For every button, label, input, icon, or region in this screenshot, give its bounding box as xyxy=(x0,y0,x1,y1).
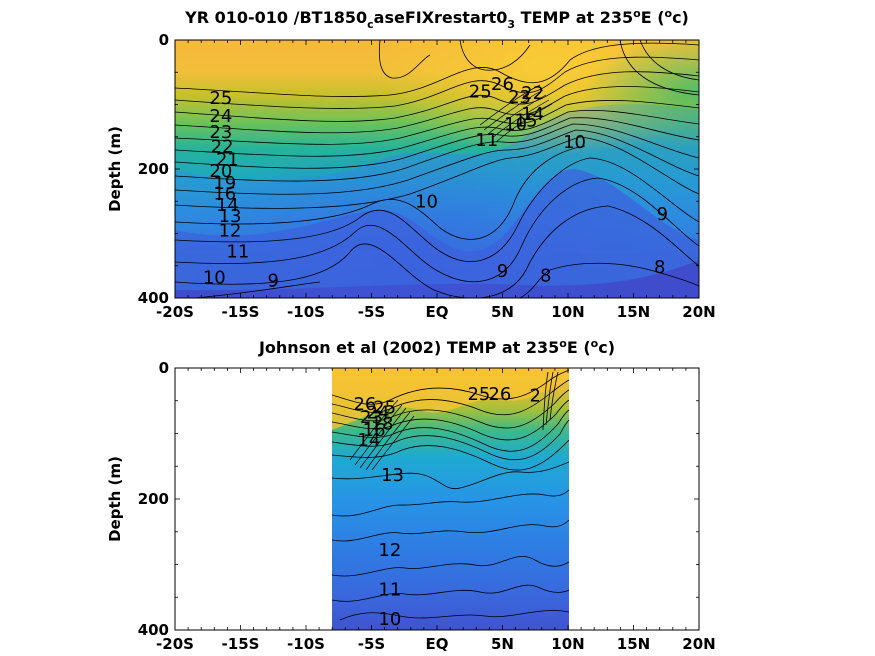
contour-label: 24 xyxy=(209,106,232,127)
contour-label: 22 xyxy=(521,83,544,104)
contour-label: 24 xyxy=(367,403,390,424)
contour-label: 26 xyxy=(353,394,376,415)
x-tick-label: 15N xyxy=(617,635,650,653)
y-tick-label: 400 xyxy=(138,289,169,307)
x-tick-label: EQ xyxy=(426,303,449,321)
contour-label: 22 xyxy=(211,136,234,157)
y-tick-label: 0 xyxy=(159,31,169,49)
contour-label: 25 xyxy=(467,384,490,405)
contour-label: 10 xyxy=(504,114,527,135)
contour-label: 16 xyxy=(363,420,386,441)
contour-label: 9 xyxy=(268,271,279,292)
panel-2-contour-lines xyxy=(332,369,569,621)
contour-label: 12 xyxy=(219,220,242,241)
contour-label: 13 xyxy=(219,206,242,227)
contour-label: 8 xyxy=(540,265,551,286)
contour-label: 23 xyxy=(508,87,531,108)
panel-1-contour-lines xyxy=(175,42,699,298)
contour-label: 23 xyxy=(209,122,232,143)
panel-2-y-ticks: 0 200 400 xyxy=(138,359,699,639)
panel-1-field xyxy=(175,40,699,298)
x-tick-label: -5S xyxy=(358,635,385,653)
x-tick-label: 5N xyxy=(491,303,514,321)
contour-label: 11 xyxy=(378,579,401,600)
panel-2-field xyxy=(332,368,569,630)
contour-label: 21 xyxy=(216,149,239,170)
y-tick-label: 400 xyxy=(138,621,169,639)
panel-1-y-ticks: 0 200 400 xyxy=(138,31,699,307)
contour-label: 10 xyxy=(378,609,401,630)
y-tick-label: 200 xyxy=(138,490,169,508)
panel-2: Johnson et al (2002) TEMP at 235oE (oc) xyxy=(106,337,716,653)
panel-1: YR 010-010 /BT1850caseFIXrestart03 TEMP … xyxy=(106,7,716,321)
x-tick-label: 20N xyxy=(682,303,715,321)
contour-label: 23 xyxy=(360,407,383,428)
x-tick-label: 10N xyxy=(551,635,584,653)
contour-label: 15 xyxy=(515,111,538,132)
contour-label: 12 xyxy=(378,540,401,561)
contour-label: 18 xyxy=(371,414,394,435)
x-tick-label: 20N xyxy=(682,635,715,653)
panel-2-title: Johnson et al (2002) TEMP at 235oE (oc) xyxy=(258,337,615,357)
x-tick-label: -10S xyxy=(287,303,325,321)
contour-label: 19 xyxy=(213,173,236,194)
x-tick-label: -15S xyxy=(222,635,260,653)
contour-label: 25 xyxy=(373,397,396,418)
contour-label: 9 xyxy=(497,261,508,282)
x-tick-label: -20S xyxy=(156,303,194,321)
contour-label: 9 xyxy=(657,204,668,225)
y-tick-label: 0 xyxy=(159,359,169,377)
panel-2-y-label: Depth (m) xyxy=(106,456,124,542)
x-tick-label: -5S xyxy=(358,303,385,321)
contour-label: 11 xyxy=(475,130,498,151)
contour-label: 14 xyxy=(216,195,239,216)
y-tick-label: 200 xyxy=(138,160,169,178)
contour-label: 8 xyxy=(654,257,665,278)
contour-label: 26 xyxy=(488,384,511,405)
panel-1-title: YR 010-010 /BT1850caseFIXrestart03 TEMP … xyxy=(184,7,689,31)
contour-label: 10 xyxy=(415,191,438,212)
contour-label: 25 xyxy=(469,82,492,103)
contour-label: 13 xyxy=(381,465,404,486)
x-tick-label: -10S xyxy=(287,635,325,653)
contour-label: 11 xyxy=(226,242,249,263)
contour-label: 16 xyxy=(213,184,236,205)
x-tick-label: -15S xyxy=(222,303,260,321)
panel-1-y-label: Depth (m) xyxy=(106,126,124,212)
contour-label: 14 xyxy=(521,104,544,125)
x-tick-label: 10N xyxy=(551,303,584,321)
contour-label: 10 xyxy=(563,132,586,153)
panel-2-x-ticks: -20S -15S -10S -5S EQ 5N 10N 15N 20N xyxy=(156,368,716,653)
x-tick-label: 5N xyxy=(491,635,514,653)
contour-label: 10 xyxy=(203,267,226,288)
contour-label: 26 xyxy=(491,74,514,95)
x-tick-label: EQ xyxy=(426,635,449,653)
contour-label: 14 xyxy=(357,430,380,451)
contour-label: 20 xyxy=(209,161,232,182)
contour-label: 25 xyxy=(209,88,232,109)
x-tick-label: 15N xyxy=(617,303,650,321)
contour-label: 2 xyxy=(530,386,541,407)
x-tick-label: -20S xyxy=(156,635,194,653)
panel-1-x-ticks: -20S -15S -10S -5S EQ 5N 10N 15N 20N xyxy=(156,40,716,321)
